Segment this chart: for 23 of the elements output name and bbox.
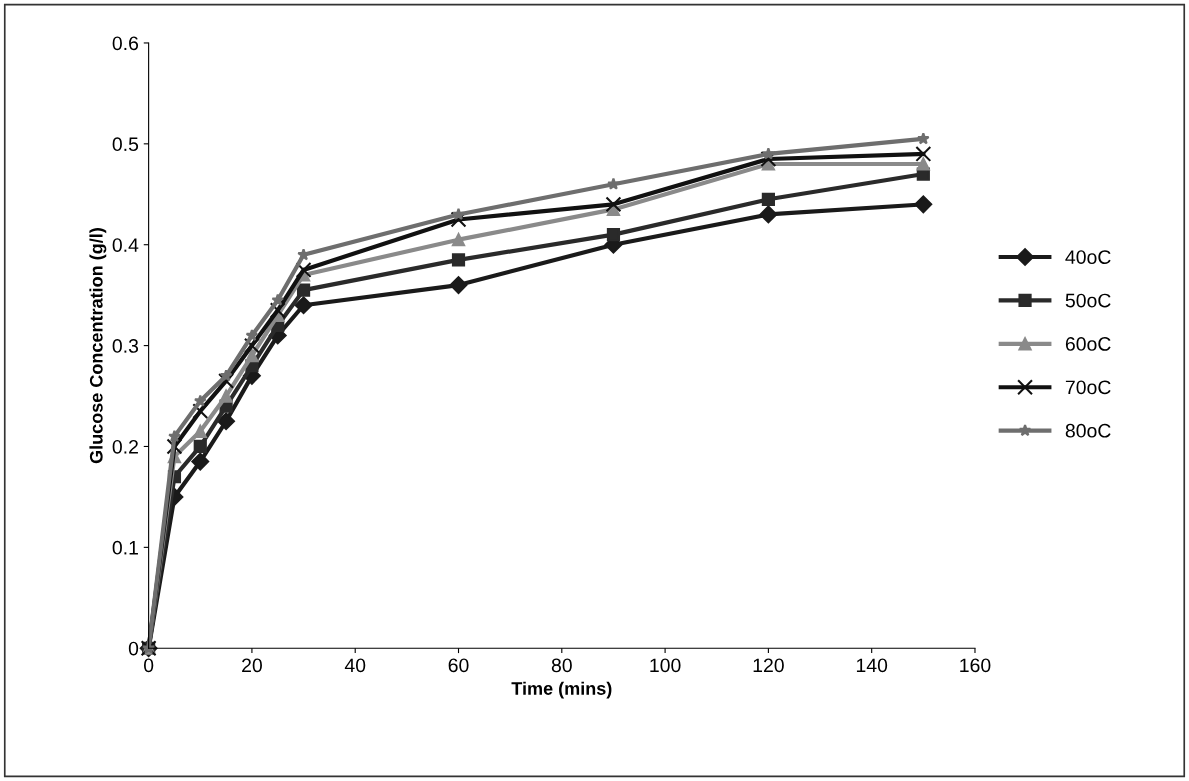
x-tick-label: 60 bbox=[448, 658, 469, 673]
y-tick-label: 0 bbox=[128, 641, 139, 656]
x-tick-label: 0 bbox=[143, 658, 154, 673]
x-tick-label: 20 bbox=[242, 658, 262, 673]
x-tick-label: 100 bbox=[650, 658, 681, 673]
y-tick-label: 0.1 bbox=[112, 540, 138, 555]
x-tick-label: 160 bbox=[960, 658, 991, 673]
x-tick-label: 120 bbox=[753, 658, 784, 673]
legend-label: 40oC bbox=[1065, 250, 1111, 264]
x-tick-label: 40 bbox=[344, 658, 366, 673]
x-tick-label: 80 bbox=[551, 658, 572, 673]
y-tick-label: 0.5 bbox=[112, 137, 139, 152]
y-tick-label: 0.3 bbox=[112, 339, 139, 353]
legend-label: 50oC bbox=[1065, 293, 1111, 308]
x-axis-title: Time (mins) bbox=[511, 681, 612, 699]
y-tick-label: 0.6 bbox=[112, 36, 139, 51]
y-tick-label: 0.2 bbox=[112, 439, 138, 454]
legend-label: 70oC bbox=[1065, 380, 1111, 395]
legend-label: 80oC bbox=[1065, 423, 1111, 438]
x-tick-label: 140 bbox=[856, 658, 888, 673]
y-axis-title: Glucose Concentration (g/l) bbox=[89, 228, 107, 464]
y-tick-label: 0.4 bbox=[112, 238, 139, 252]
legend-label: 60oC bbox=[1065, 337, 1111, 351]
